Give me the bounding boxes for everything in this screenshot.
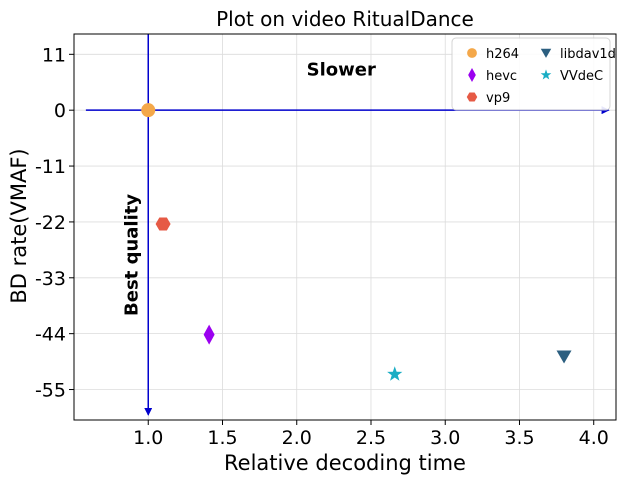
x-tick-label: 4.0 [579,427,609,449]
legend-marker-vp9 [466,92,478,102]
data-point-hevc [203,324,215,345]
x-tick-label: 3.0 [430,427,460,449]
legend-marker-libdav1d [540,48,552,58]
annotation-best-quality: Best quality [121,194,142,316]
data-point-libdav1d [556,350,572,364]
legend-marker-vvdec [540,69,552,80]
legend-label-h264: h264 [486,47,519,62]
y-tick-label: -11 [35,156,66,178]
legend: h264 hevc vp9 libdav1d VVdeC [451,37,616,111]
legend-label-vvdec: VVdeC [560,69,603,84]
chart-title: Plot on video RitualDance [216,7,474,31]
data-point-vp9 [155,217,171,231]
y-tick-label: -33 [35,268,66,290]
legend-marker-h264 [467,48,477,58]
x-tick-label: 2.0 [282,427,312,449]
data-markers [141,103,572,381]
legend-label-libdav1d: libdav1d [560,47,616,62]
legend-marker-hevc [468,68,476,82]
annotation-slower: Slower [307,60,376,81]
y-tick-label: 11 [42,44,66,66]
y-tick-label: -44 [35,324,66,346]
x-tick-label: 1.0 [133,427,163,449]
ticks: 1.0 1.5 2.0 2.5 3.0 3.5 4.0 11 0 -11 -22 -33 -44 -55 [35,44,609,449]
y-axis-label: BD rate(VMAF) [7,148,31,303]
legend-box [451,37,611,111]
x-axis-label: Relative decoding time [224,451,466,475]
x-tick-label: 2.5 [356,427,386,449]
y-tick-label: 0 [54,100,66,122]
legend-label-hevc: hevc [486,69,517,84]
data-point-vvdec [387,366,403,381]
x-tick-label: 3.5 [504,427,534,449]
plot-frame [73,33,617,421]
y-tick-label: -22 [35,212,66,234]
annotations: Slower Best quality [121,60,376,316]
y-tick-label: -55 [35,380,66,402]
legend-label-vp9: vp9 [486,91,510,106]
x-tick-label: 1.5 [207,427,237,449]
data-point-h264 [141,103,156,118]
